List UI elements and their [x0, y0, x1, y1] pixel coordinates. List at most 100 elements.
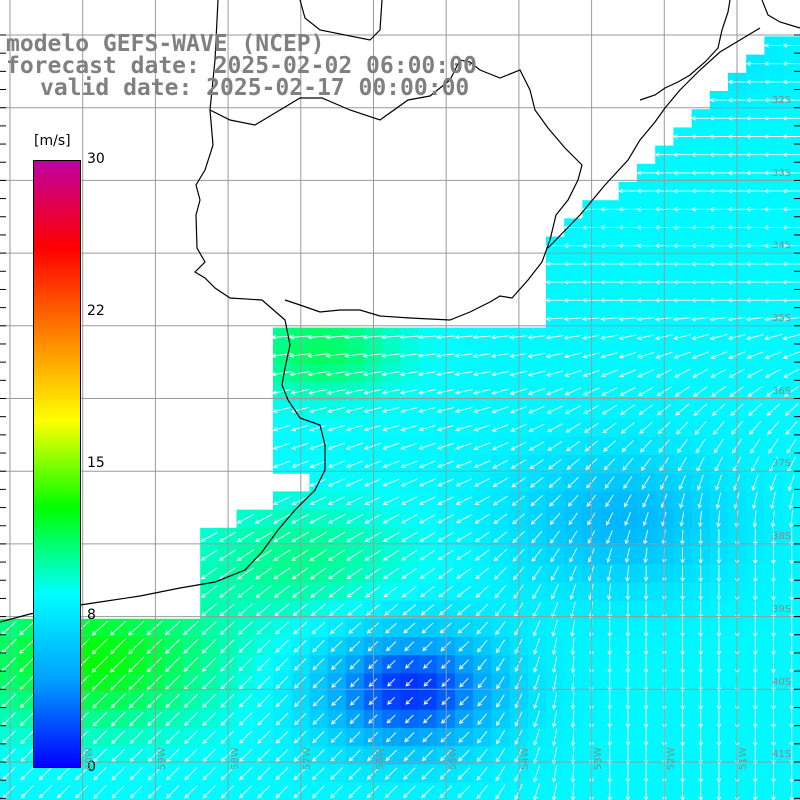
wind-arrow [765, 386, 781, 397]
wind-arrow [565, 423, 581, 433]
wind-arrow [344, 371, 365, 377]
wind-arrow [746, 61, 764, 66]
wind-arrow [309, 424, 328, 432]
wind-arrow [672, 170, 692, 176]
wind-arrow [454, 353, 473, 358]
wind-arrow [312, 731, 325, 744]
wind-arrow [789, 546, 794, 565]
wind-arrow [531, 530, 543, 544]
wind-arrow [643, 619, 649, 638]
wind-arrow [625, 655, 631, 674]
wind-arrow [710, 368, 727, 378]
wind-arrow [56, 766, 71, 781]
wind-arrow [771, 783, 776, 800]
wind-arrow [457, 767, 471, 780]
wind-arrow [129, 711, 144, 727]
wind-arrow [680, 547, 685, 564]
wind-arrow [533, 674, 540, 692]
wind-arrow [273, 567, 291, 580]
wind-arrow [607, 764, 612, 784]
wind-arrow [220, 767, 234, 781]
wind-arrow [637, 386, 654, 396]
wind-arrow [418, 460, 436, 469]
wind-arrow [600, 225, 619, 230]
wind-arrow [238, 694, 253, 708]
wind-arrow [551, 674, 558, 692]
wind-arrow [570, 692, 576, 711]
wind-arrow [381, 334, 401, 340]
wind-arrow [491, 424, 509, 432]
wind-arrow [344, 334, 365, 340]
wind-arrow [349, 713, 360, 725]
wind-arrow [419, 496, 436, 505]
colorbar-tick-30: 30 [87, 151, 105, 167]
wind-arrow [691, 134, 710, 139]
wind-arrow [330, 749, 343, 762]
wind-arrow [600, 369, 618, 378]
wind-arrow [271, 371, 292, 377]
wind-arrow [782, 279, 800, 285]
wind-arrow [764, 43, 782, 48]
wind-arrow [698, 529, 703, 546]
wind-arrow [345, 514, 364, 524]
wind-arrow [551, 601, 559, 619]
wind-arrow [385, 749, 397, 762]
wind-arrow [746, 334, 764, 341]
wind-arrow [477, 658, 487, 671]
wind-arrow [763, 261, 783, 267]
wind-arrow [476, 784, 488, 800]
wind-arrow [238, 712, 253, 726]
wind-arrow [533, 656, 540, 673]
wind-arrow [753, 710, 758, 729]
lat-label: 39S [772, 604, 792, 615]
wind-arrow [331, 713, 343, 725]
wind-arrow [275, 712, 289, 726]
wind-arrow [698, 655, 703, 674]
wind-arrow [709, 97, 728, 103]
wind-arrow [636, 334, 655, 341]
wind-arrow [382, 424, 400, 432]
wind-arrow [771, 655, 776, 674]
wind-arrow [93, 785, 107, 799]
wind-arrow [309, 513, 327, 524]
wind-arrow [220, 693, 235, 708]
wind-arrow [495, 621, 506, 636]
wind-arrow [532, 620, 541, 637]
wind-arrow [477, 677, 487, 689]
wind-arrow [165, 711, 180, 727]
wind-arrow [763, 298, 783, 303]
wind-arrow [745, 207, 764, 212]
wind-arrow [625, 692, 631, 711]
wind-arrow [421, 622, 434, 634]
wind-arrow [400, 514, 418, 524]
wind-arrow [527, 335, 546, 340]
wind-arrow [529, 477, 544, 488]
wind-arrow [383, 567, 399, 580]
wind-arrow [551, 583, 559, 600]
wind-arrow [110, 711, 126, 727]
wind-arrow [345, 442, 364, 450]
wind-arrow [716, 619, 722, 638]
wind-arrow [709, 225, 728, 230]
wind-arrow [698, 692, 703, 711]
wind-arrow [475, 585, 489, 598]
wind-arrow [563, 243, 582, 248]
wind-arrow [403, 749, 416, 762]
wind-arrow [569, 548, 578, 563]
wind-arrow [382, 460, 400, 469]
wind-arrow [698, 637, 703, 656]
wind-arrow [600, 316, 619, 322]
wind-arrow [458, 713, 470, 725]
wind-arrow [698, 619, 703, 638]
wind-arrow [495, 766, 506, 782]
lat-label: 37S [772, 458, 792, 469]
wind-arrow [618, 243, 637, 248]
wind-arrow [474, 513, 490, 524]
wind-arrow [146, 638, 163, 655]
wind-arrow [625, 710, 631, 729]
wind-arrow [327, 424, 346, 432]
wind-arrow [711, 386, 727, 397]
wind-arrow [680, 710, 685, 729]
wind-arrow [679, 493, 686, 509]
wind-arrow [326, 388, 346, 395]
